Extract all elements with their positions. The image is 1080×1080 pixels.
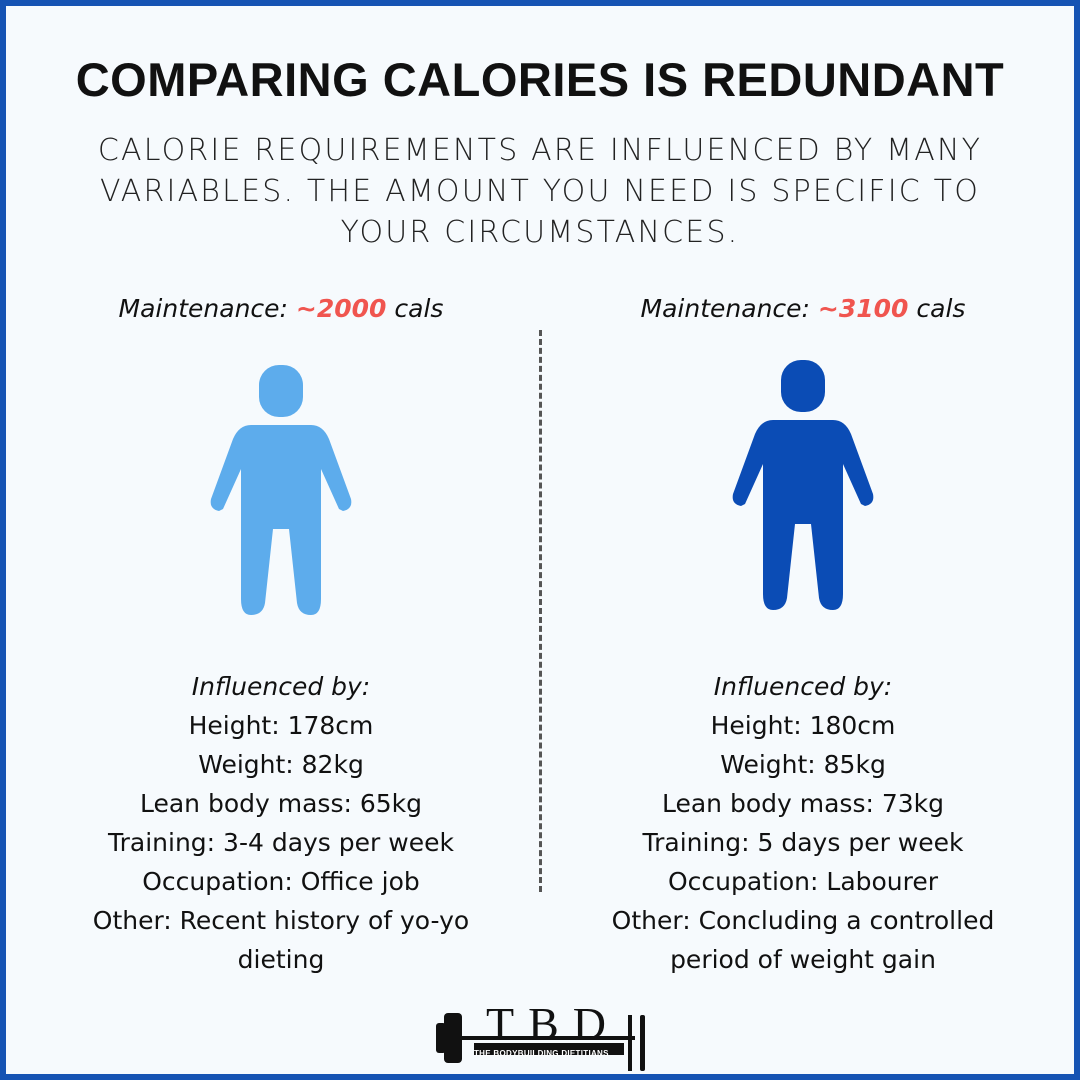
column: Maintenance: ~3100 cals Influenced by: H… bbox=[573, 294, 1033, 979]
factor: Occupation: Office job bbox=[142, 867, 420, 896]
factor: Lean body mass: 65kg bbox=[139, 789, 422, 818]
heading: Influenced by: bbox=[713, 672, 893, 701]
logo-letters: TBD bbox=[486, 998, 620, 1049]
logo: TBD THE BODYBUILDING DIETITIANS bbox=[430, 998, 660, 1076]
person-icon bbox=[732, 360, 874, 610]
factor: Occupation: Labourer bbox=[667, 867, 939, 896]
maintenance-label: Maintenance: bbox=[118, 294, 288, 323]
maintenance-label: Maintenance: bbox=[640, 294, 810, 323]
maintenance: Maintenance: ~2000 cals bbox=[51, 294, 511, 334]
factor: Height: 180cm bbox=[710, 711, 896, 740]
figures bbox=[210, 360, 874, 615]
maintenance-amount: ~3100 bbox=[817, 294, 909, 323]
heading: Influenced by: bbox=[191, 672, 371, 701]
maintenance: Maintenance: ~3100 cals bbox=[573, 294, 1033, 334]
factor: Height: 178cm bbox=[188, 711, 374, 740]
factor: Training: 3-4 days per week bbox=[108, 828, 454, 857]
divider bbox=[539, 330, 542, 892]
factor-list: Height: 180cm Weight: 85kg Lean body mass:… bbox=[573, 706, 1033, 979]
factor: Lean body mass: 73kg bbox=[661, 789, 944, 818]
maintenance-unit: cals bbox=[916, 294, 966, 323]
factor: Other: Concluding a controlled period of… bbox=[611, 906, 995, 974]
logo-graphic bbox=[436, 1013, 645, 1071]
factor: Weight: 82kg bbox=[198, 750, 364, 779]
column: Maintenance: ~2000 cals Influenced by: H… bbox=[51, 294, 511, 979]
subtitle: CALORIE REQUIREMENTS ARE INFLUENCED BY M… bbox=[97, 133, 983, 250]
maintenance-unit: cals bbox=[394, 294, 444, 323]
factor: Other: Recent history of yo-yo dieting bbox=[92, 906, 470, 974]
person-icon bbox=[210, 365, 352, 615]
maintenance-amount: ~2000 bbox=[295, 294, 387, 323]
title: COMPARING CALORIES IS REDUNDANT bbox=[75, 53, 1005, 106]
logo-tagline: THE BODYBUILDING DIETITIANS bbox=[474, 1049, 609, 1058]
factor: Weight: 85kg bbox=[720, 750, 886, 779]
factor: Training: 5 days per week bbox=[642, 828, 964, 857]
factor-list: Height: 178cm Weight: 82kg Lean body mass:… bbox=[51, 706, 511, 979]
